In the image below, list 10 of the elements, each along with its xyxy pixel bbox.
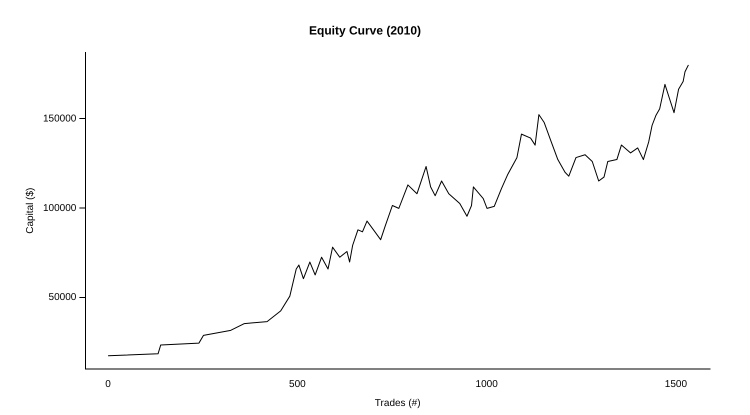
x-axis-title: Trades (#)	[374, 398, 421, 409]
x-tick-label: 1500	[664, 378, 688, 390]
chart-title: Equity Curve (2010)	[308, 24, 422, 38]
x-tick-label: 1000	[476, 378, 498, 390]
y-tick-label: 150000	[42, 113, 77, 124]
x-tick-label: 0	[105, 378, 112, 390]
x-tick-label: 500	[289, 378, 306, 390]
y-tick-label: 50000	[48, 292, 77, 304]
y-axis-title: Capital ($)	[24, 188, 36, 234]
y-tick-label: 100000	[42, 202, 77, 214]
